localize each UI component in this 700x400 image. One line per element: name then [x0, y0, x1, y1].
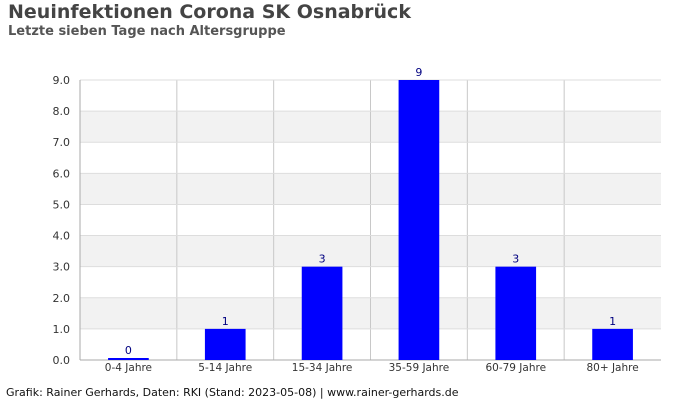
bar	[495, 266, 537, 360]
bar	[398, 80, 440, 360]
bar	[108, 358, 149, 360]
bar	[592, 328, 633, 360]
y-tick-label: 3.0	[53, 261, 71, 274]
x-tick-label: 0-4 Jahre	[105, 362, 152, 374]
y-tick-label: 6.0	[53, 167, 71, 180]
x-tick-label: 80+ Jahre	[586, 362, 638, 374]
x-tick-label: 35-59 Jahre	[389, 362, 450, 374]
y-tick-label: 2.0	[53, 292, 71, 305]
data-label: 9	[415, 66, 422, 79]
x-tick-labels: 0-4 Jahre 5-14 Jahre 15-34 Jahre 35-59 Jahr…	[105, 362, 639, 374]
bar	[204, 328, 246, 360]
data-label: 1	[609, 315, 616, 328]
data-label: 3	[512, 253, 519, 266]
bar	[301, 266, 343, 360]
data-label: 0	[125, 344, 132, 357]
data-label: 3	[319, 253, 326, 266]
data-labels: 0 1 3 9 3 1	[125, 66, 616, 357]
chart-subtitle: Letzte sieben Tage nach Altersgruppe	[8, 24, 286, 39]
x-tick-label: 15-34 Jahre	[292, 362, 353, 374]
y-tick-labels: 0.0 1.0 2.0 3.0 4.0 5.0 6.0 7.0 8.0 9.0	[53, 74, 71, 367]
horizontal-gridlines	[80, 79, 661, 361]
vertical-gridlines	[176, 80, 565, 360]
y-tick-label: 1.0	[53, 323, 71, 336]
x-tick-label: 5-14 Jahre	[198, 362, 252, 374]
chart-title: Neuinfektionen Corona SK Osnabrück	[8, 1, 411, 23]
y-tick-label: 4.0	[53, 230, 71, 243]
x-tick-label: 60-79 Jahre	[485, 362, 546, 374]
y-tick-label: 0.0	[53, 354, 71, 367]
axes	[79, 80, 661, 361]
bars	[108, 80, 633, 360]
y-tick-label: 8.0	[53, 105, 71, 118]
footer-credit: Grafik: Rainer Gerhards, Daten: RKI (Sta…	[6, 386, 459, 399]
y-tick-label: 7.0	[53, 136, 71, 149]
y-tick-label: 5.0	[53, 198, 71, 211]
y-tick-label: 9.0	[53, 74, 71, 87]
data-label: 1	[222, 315, 229, 328]
